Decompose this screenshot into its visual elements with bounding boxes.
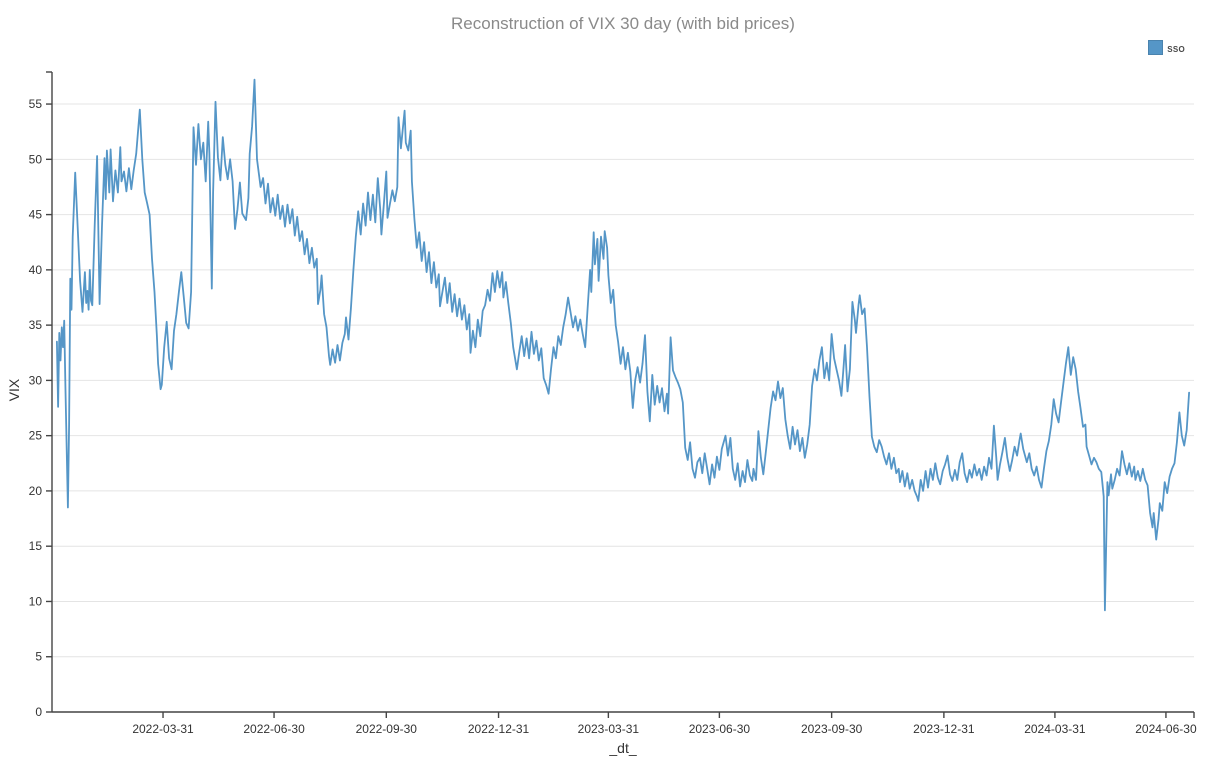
y-tick-label: 0 [35,705,42,719]
y-tick-label: 30 [29,373,43,387]
x-tick-label: 2022-09-30 [356,722,418,736]
x-tick-label: 2022-03-31 [132,722,194,736]
y-tick-label: 45 [29,208,43,222]
legend-swatch-icon [1148,40,1164,55]
y-tick-label: 15 [29,539,43,553]
y-tick-label: 20 [29,484,43,498]
y-tick-label: 10 [29,594,43,608]
series-line-sso [56,78,1190,612]
y-tick-label: 25 [29,429,43,443]
y-tick-label: 5 [35,650,42,664]
legend-label: sso [1167,40,1185,55]
x-tick-label: 2023-03-31 [578,722,640,736]
y-tick-label: 40 [29,263,43,277]
y-tick-label: 50 [29,152,43,166]
y-tick-label: 35 [29,318,43,332]
x-tick-label: 2024-06-30 [1135,722,1197,736]
x-tick-label: 2023-12-31 [913,722,975,736]
x-tick-label: 2024-03-31 [1024,722,1086,736]
x-tick-label: 2023-09-30 [801,722,863,736]
x-tick-label: 2023-06-30 [689,722,751,736]
legend-item-sso[interactable]: sso [1148,40,1185,55]
x-axis-title: _dt_ [609,740,637,756]
x-tick-label: 2022-12-31 [468,722,530,736]
x-tick-label: 2022-06-30 [243,722,305,736]
y-tick-label: 55 [29,97,43,111]
y-axis-title: VIX [6,378,22,402]
chart-title: Reconstruction of VIX 30 day (with bid p… [451,14,795,33]
